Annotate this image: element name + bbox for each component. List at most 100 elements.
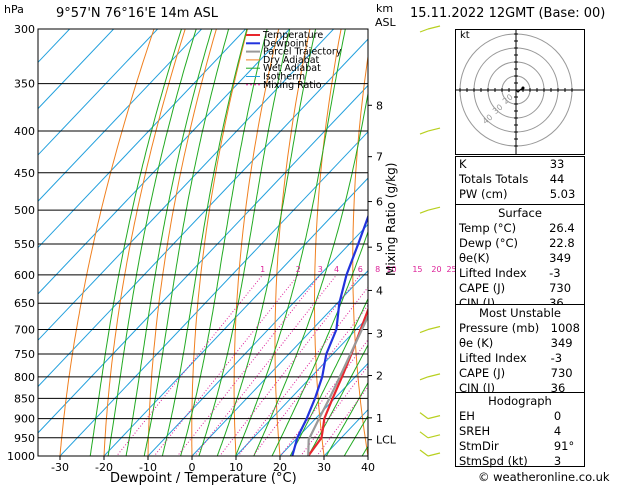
isotherm-line xyxy=(191,270,368,456)
wet-adiabat-line xyxy=(89,29,183,456)
mixing-ratio-line xyxy=(219,274,361,456)
wet-adiabat-line xyxy=(343,414,368,456)
mu-row: Lifted Index -3 xyxy=(456,351,584,366)
pressure-tick-label: 800 xyxy=(14,371,35,384)
mixing-ratio-line xyxy=(194,274,337,456)
index-row-k: K 33 xyxy=(456,157,584,172)
x-axis-label: Dewpoint / Temperature (°C) xyxy=(110,471,297,486)
surface-row: θe(K) 349 xyxy=(456,251,584,266)
mu-value: 349 xyxy=(550,336,573,350)
wind-barb xyxy=(427,434,441,439)
wet-adiabat-line xyxy=(307,344,368,456)
hodograph-ring-label: 40 xyxy=(481,113,495,126)
hodograph-ring-label: 30 xyxy=(491,102,505,115)
altitude-axis: 8 7 6 5 4 3 2 1 LCL xyxy=(368,99,397,447)
hodograph-table-panel: Hodograph EH 0 SREH 4 StmDir 91° StmSpd (kt… xyxy=(455,392,585,469)
hodo-row: StmSpd (kt) 3 xyxy=(456,454,584,469)
dewpoint-profile xyxy=(291,213,368,456)
mixing-ratio-label: 3 xyxy=(318,265,323,274)
isotherm-line xyxy=(38,29,247,249)
wind-barb xyxy=(419,28,429,33)
mu-label: CIN (J) xyxy=(459,381,496,395)
mixing-ratio-label: 20 xyxy=(431,265,441,274)
hodo-value: 91° xyxy=(553,439,575,453)
legend-label: Dewpoint xyxy=(263,38,308,49)
mixing-ratio-label: 6 xyxy=(358,265,363,274)
asl-label: ASL xyxy=(375,16,396,29)
altitude-tick-label: 2 xyxy=(376,370,383,383)
temperature-tick-label: 40 xyxy=(361,461,375,474)
surface-row: CAPE (J) 730 xyxy=(456,281,584,296)
index-value: 33 xyxy=(549,157,565,171)
hpa-label: hPa xyxy=(4,3,24,16)
wind-barb xyxy=(427,373,441,378)
temperature-axis: -30 -20 -10 0 10 20 30 40 xyxy=(51,456,375,474)
pressure-tick-label: 1000 xyxy=(7,450,35,463)
wind-barb xyxy=(419,209,429,214)
most-unstable-panel: Most Unstable Pressure (mb) 1008 θe (K) 34… xyxy=(455,304,585,395)
index-value: 5.03 xyxy=(549,187,576,201)
pressure-tick-label: 300 xyxy=(14,23,35,36)
mixing-ratio-label: 10 xyxy=(386,265,396,274)
wind-barb xyxy=(427,325,441,331)
pressure-tick-label: 850 xyxy=(14,392,35,405)
surface-panel: Surface Temp (°C) 26.4 Dewp (°C) 22.8 θe(K… xyxy=(455,204,585,310)
mu-value: 730 xyxy=(550,366,573,380)
km-label: km xyxy=(376,2,394,15)
wind-barb xyxy=(419,412,429,420)
legend-label: Isotherm xyxy=(263,72,305,83)
pressure-tick-label: 700 xyxy=(14,324,35,337)
storm-motion-marker xyxy=(521,86,525,90)
surface-label: CAPE (J) xyxy=(459,281,506,295)
surface-value: 349 xyxy=(549,251,572,265)
surface-label: Lifted Index xyxy=(459,266,527,280)
wet-adiabat-line xyxy=(325,381,368,456)
wind-barb xyxy=(427,127,441,132)
mixing-ratio-label: 1 xyxy=(260,265,265,274)
temperature-tick-label: -20 xyxy=(95,461,113,474)
hodo-label: EH xyxy=(459,409,475,423)
wind-barb xyxy=(419,449,429,457)
wet-adiabat-line xyxy=(125,29,213,456)
surface-title: Surface xyxy=(498,206,542,220)
altitude-tick-label: 4 xyxy=(376,284,383,297)
mu-value: 36 xyxy=(550,381,566,395)
surface-label: Temp (°C) xyxy=(459,221,517,235)
wind-barb xyxy=(419,376,429,381)
index-label: K xyxy=(459,157,467,171)
isotherm-line xyxy=(38,84,368,434)
surface-label: θe(K) xyxy=(459,251,490,265)
index-label: Totals Totals xyxy=(459,172,529,186)
mu-value: -3 xyxy=(550,351,563,365)
altitude-tick-label: LCL xyxy=(376,434,397,447)
pressure-tick-label: 500 xyxy=(14,204,35,217)
temperature-tick-label: 20 xyxy=(273,461,287,474)
temperature-tick-label: 0 xyxy=(189,461,196,474)
mixing-ratio-label: 4 xyxy=(334,265,339,274)
mu-row: Pressure (mb) 1008 xyxy=(456,321,584,336)
mu-label: CAPE (J) xyxy=(459,366,506,380)
legend-label: Dry Adiabat xyxy=(263,55,320,66)
mu-value: 1008 xyxy=(550,321,580,335)
mixing-ratio-line xyxy=(153,274,299,456)
isotherm-line xyxy=(235,316,368,456)
surface-value: -3 xyxy=(549,266,561,280)
pressure-tick-label: 900 xyxy=(14,413,35,426)
most-unstable-title: Most Unstable xyxy=(479,306,561,320)
altitude-tick-label: 6 xyxy=(376,196,383,209)
surface-row: Dewp (°C) 22.8 xyxy=(456,236,584,251)
isotherm-line xyxy=(147,223,368,456)
copyright: © weatheronline.co.uk xyxy=(478,470,610,484)
legend-label: Mixing Ratio xyxy=(263,80,322,91)
pressure-tick-label: 400 xyxy=(14,125,35,138)
isotherm-line xyxy=(38,29,115,110)
mu-label: Pressure (mb) xyxy=(459,321,540,335)
profile-series xyxy=(291,213,368,456)
mu-label: Lifted Index xyxy=(459,351,527,365)
mu-row: θe (K) 349 xyxy=(456,336,584,351)
location-title: 9°57'N 76°16'E 14m ASL xyxy=(56,6,218,21)
mixing-ratio-line xyxy=(115,274,264,456)
